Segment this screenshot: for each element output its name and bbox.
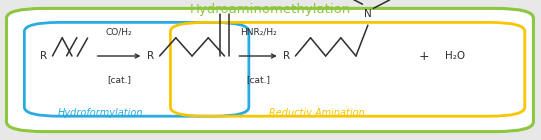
Text: [cat.]: [cat.] [246,75,270,84]
Text: H₂O: H₂O [445,51,465,61]
Text: Reductiv Amination: Reductiv Amination [269,108,364,118]
Text: HNR₂/H₂: HNR₂/H₂ [240,28,276,37]
Text: Hydroformylation: Hydroformylation [57,108,143,118]
Text: N: N [364,9,372,19]
Text: Hydroaminomethylation: Hydroaminomethylation [190,4,351,17]
Text: CO/H₂: CO/H₂ [105,28,133,37]
Text: +: + [418,50,429,62]
FancyBboxPatch shape [6,8,533,132]
Text: R: R [282,51,290,61]
Text: R: R [147,51,154,61]
Text: O: O [220,0,229,1]
Text: [cat.]: [cat.] [107,75,131,84]
Text: R: R [39,51,47,61]
